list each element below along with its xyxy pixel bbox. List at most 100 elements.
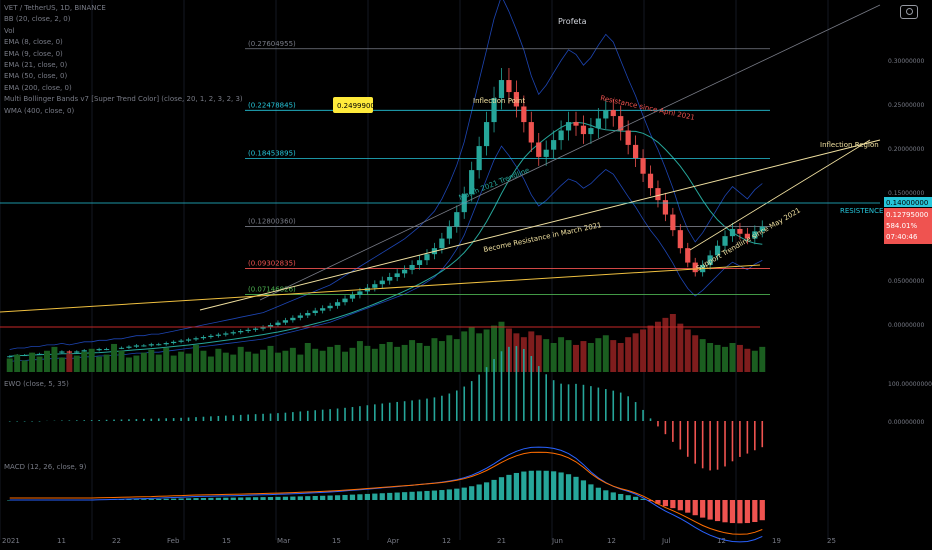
- volume-bar: [535, 335, 542, 372]
- ewo-bar: [619, 392, 622, 421]
- macd-bar: [692, 500, 698, 516]
- volume-bar: [528, 331, 535, 372]
- volume-bar: [274, 352, 281, 372]
- ewo-bar: [463, 386, 466, 421]
- candle: [290, 317, 296, 321]
- ewo-bar: [359, 406, 361, 421]
- macd-bar: [446, 489, 452, 500]
- ewo-bar: [716, 421, 719, 470]
- ewo-bar: [381, 403, 384, 421]
- camera-icon[interactable]: [900, 5, 918, 19]
- candle: [744, 233, 750, 239]
- candle: [193, 338, 199, 340]
- volume-bar: [36, 356, 43, 372]
- ewo-bar: [180, 417, 182, 421]
- macd-bar: [238, 497, 244, 500]
- x-tick-label: 22: [112, 537, 121, 545]
- macd-bar: [253, 497, 259, 500]
- macd-bar: [469, 486, 475, 500]
- candle: [66, 351, 72, 353]
- legend-item[interactable]: EMA (8, close, 0): [4, 38, 63, 47]
- candle: [402, 269, 408, 274]
- legend-item[interactable]: WMA (400, close, 0): [4, 106, 75, 115]
- x-tick-label: Feb: [167, 537, 180, 545]
- ewo-bar: [284, 412, 287, 421]
- candle: [506, 80, 512, 93]
- macd-bar: [394, 492, 400, 500]
- candle: [379, 280, 385, 285]
- volume-bar: [222, 352, 229, 372]
- ewo-bar: [321, 409, 324, 421]
- macd-bar: [685, 500, 691, 513]
- candle: [312, 310, 318, 314]
- volume-bar: [364, 345, 371, 372]
- ewo-bar: [433, 397, 436, 421]
- current-price-text: 0.12795000: [886, 211, 928, 219]
- ewo-bar: [172, 418, 175, 421]
- support-trendline: [0, 264, 761, 313]
- x-tick-label: 11: [57, 537, 66, 545]
- volume-bar: [751, 350, 758, 372]
- macd-bar: [744, 500, 750, 524]
- macd-bar: [349, 494, 356, 500]
- volume-bar: [178, 351, 185, 372]
- legend-item[interactable]: BB (20, close, 2, 0): [4, 15, 71, 24]
- ewo-bar: [455, 390, 458, 421]
- ewo-bar: [448, 393, 451, 421]
- candle: [558, 130, 564, 141]
- ewo-bar: [247, 414, 249, 421]
- candle: [141, 345, 147, 347]
- macd-bar: [707, 500, 713, 520]
- legend-item[interactable]: EMA (50, close, 0): [4, 72, 68, 81]
- volume-bar: [58, 357, 65, 372]
- x-tick-label: 2021: [2, 537, 20, 545]
- ewo-bar: [217, 415, 220, 421]
- volume-bar: [14, 354, 21, 372]
- x-tick-label: 12: [607, 537, 616, 545]
- macd-bar: [402, 492, 408, 500]
- candle: [588, 128, 594, 135]
- ewo-bar: [694, 421, 697, 464]
- volume-bar: [424, 345, 430, 372]
- legend-item[interactable]: EMA (21, close, 0): [4, 61, 68, 70]
- ewo-bar: [545, 374, 547, 421]
- candle: [148, 344, 154, 346]
- volume-bar: [438, 341, 445, 372]
- candle: [729, 228, 736, 237]
- legend-item[interactable]: Vol: [4, 26, 15, 35]
- candle: [163, 343, 169, 345]
- ewo-bar: [8, 421, 11, 422]
- candle: [215, 334, 221, 336]
- legend-item[interactable]: Multi Bollinger Bands v7 [Super Trend Co…: [4, 95, 243, 104]
- ewo-bar: [478, 374, 480, 421]
- current-price-tag: [884, 208, 932, 244]
- volume-bar: [699, 339, 706, 372]
- volume-bar: [707, 343, 714, 372]
- volume-bar: [371, 348, 378, 372]
- volume-bar: [103, 354, 110, 372]
- volume-bar: [215, 348, 222, 372]
- volume-bar: [44, 350, 50, 372]
- macd-bar: [618, 493, 624, 500]
- annotation-support-trendline: Support Trendline since May 2021: [695, 206, 802, 272]
- candle: [580, 125, 587, 135]
- candle: [200, 337, 207, 339]
- volume-bar: [379, 343, 386, 372]
- ema-line: [9, 121, 763, 357]
- volume-bar: [386, 342, 393, 372]
- ewo-bar: [642, 409, 644, 421]
- fib-level-label: (0.09302835): [248, 260, 296, 268]
- ewo-bar: [143, 418, 145, 421]
- macd-bar: [737, 500, 743, 524]
- candle: [59, 351, 65, 353]
- ewo-bar: [746, 421, 749, 454]
- ewo-bar: [344, 407, 346, 421]
- legend-item[interactable]: EMA (200, close, 0): [4, 83, 72, 92]
- ewo-bar: [552, 380, 555, 421]
- ewo-bar: [210, 416, 212, 421]
- candle: [305, 313, 311, 316]
- macd-bar: [670, 500, 676, 509]
- macd-bar: [126, 499, 132, 500]
- legend-item[interactable]: EMA (9, close, 0): [4, 49, 63, 58]
- volume-bar: [193, 344, 199, 372]
